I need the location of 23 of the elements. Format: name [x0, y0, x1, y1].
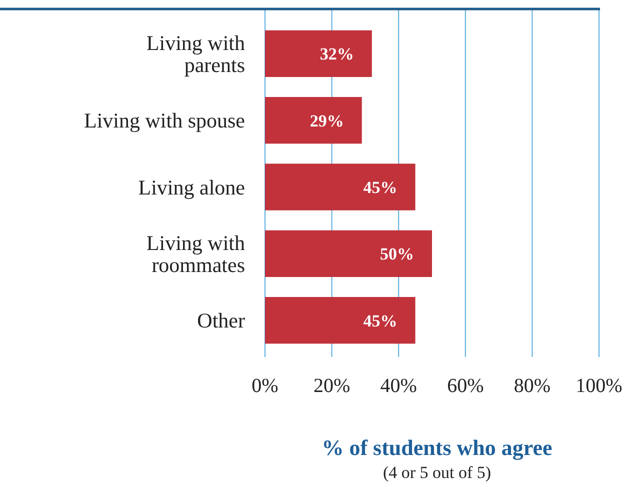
- y-tick-label: Living alone: [138, 175, 245, 200]
- x-tick-label: 40%: [380, 375, 417, 397]
- bar: [265, 30, 372, 77]
- data-label: 45%: [363, 178, 398, 197]
- x-axis-title: % of students who agree: [322, 435, 553, 460]
- data-label: 32%: [320, 44, 354, 64]
- y-tick-label: Other: [197, 308, 245, 333]
- y-tick-label: Living with parents: [146, 31, 246, 78]
- y-tick-label: Living with roommates: [146, 231, 246, 278]
- data-label: 50%: [380, 244, 414, 264]
- bar: [265, 97, 362, 144]
- text: (4 or 5 out of 5): [382, 463, 492, 482]
- y-tick-label: Living with spouse: [84, 108, 245, 133]
- x-tick-label: 0%: [252, 375, 278, 397]
- bar: [265, 164, 416, 210]
- data-label: 29%: [310, 111, 344, 130]
- bar: [265, 230, 432, 277]
- x-tick-label: 100%: [576, 375, 622, 397]
- x-tick-label: 20%: [313, 375, 350, 397]
- x-tick-label: 80%: [514, 375, 551, 397]
- data-label: 45%: [363, 311, 398, 330]
- x-tick-label: 60%: [447, 375, 484, 397]
- bar: [265, 297, 416, 344]
